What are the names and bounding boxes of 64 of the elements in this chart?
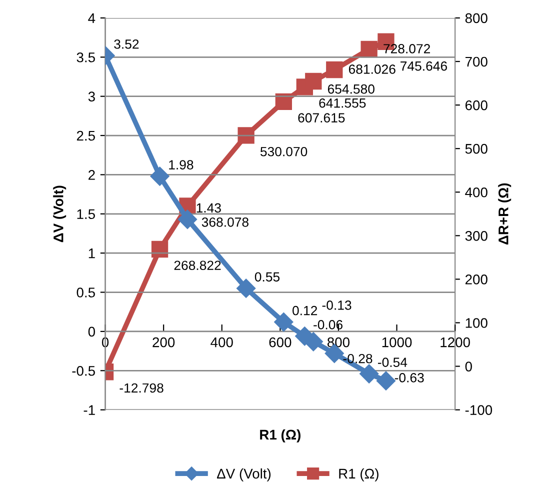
data-label: -0.06 <box>314 320 342 330</box>
point <box>305 72 322 90</box>
point <box>360 364 379 384</box>
data-label: 728.072 <box>384 44 430 54</box>
y-tick-label: 2.5 <box>76 130 95 141</box>
data-label: 530.070 <box>260 146 308 156</box>
legend-label: ΔV (Volt) <box>216 468 271 482</box>
x-tick-label: 400 <box>210 337 233 348</box>
y2-tick-label: 100 <box>466 318 488 328</box>
y-tick-label: 0 <box>88 326 96 337</box>
data-label: 641.555 <box>319 98 366 108</box>
point <box>150 166 170 186</box>
point <box>274 312 294 332</box>
point <box>275 93 292 110</box>
point <box>326 61 343 78</box>
data-label: 681.026 <box>348 64 396 74</box>
data-label: 607.615 <box>298 113 345 123</box>
y2-tick-label: 400 <box>465 187 488 198</box>
point <box>238 127 254 144</box>
point <box>236 278 256 298</box>
point <box>151 240 168 258</box>
data-label: -0.54 <box>378 358 408 367</box>
x-tick-label: 1000 <box>382 337 412 348</box>
y-tick-label: 0.5 <box>76 288 95 298</box>
x-tick-label: 600 <box>269 337 292 348</box>
x-axis-title: R1 (Ω) <box>260 429 300 442</box>
y2-axis-title: ΔR+R (Ω) <box>498 183 512 245</box>
y2-tick-label: 300 <box>465 230 488 241</box>
point <box>376 371 396 390</box>
y-tick-label: 3 <box>88 92 95 102</box>
y-tick-label: -0.5 <box>72 366 95 376</box>
data-label: 1.98 <box>169 160 194 170</box>
y-tick-label: 1.5 <box>77 209 95 220</box>
data-label: -0.13 <box>322 300 352 310</box>
data-label: -12.798 <box>120 383 164 393</box>
y2-tick-label: 800 <box>465 13 488 24</box>
y-tick-label: 4 <box>88 13 96 23</box>
y-tick-label: 2 <box>88 170 95 180</box>
y2-tick-label: 600 <box>465 100 488 110</box>
y-tick-label: 3.5 <box>76 52 95 62</box>
y-tick-label: 1 <box>88 248 95 258</box>
x-tick-label: 0 <box>102 337 109 348</box>
y2-tick-label: 500 <box>465 144 488 154</box>
x-tick-label: 1200 <box>440 337 470 348</box>
point <box>178 210 198 229</box>
y2-tick-label: -100 <box>465 405 492 415</box>
data-label: 0.12 <box>292 306 318 316</box>
y-axis-title: ΔV (Volt) <box>53 186 66 242</box>
y-tick-label: -1 <box>84 405 95 415</box>
legend-label: R1 (Ω) <box>339 468 378 482</box>
data-label: 745.646 <box>400 61 447 71</box>
data-label: 654.580 <box>328 84 374 94</box>
y2-tick-label: 200 <box>465 274 488 284</box>
data-label: 0.55 <box>254 272 280 282</box>
data-label: 368.078 <box>202 217 248 227</box>
y2-tick-label: 700 <box>466 56 488 67</box>
data-label: -0.63 <box>394 373 424 382</box>
data-label: 3.52 <box>114 39 139 49</box>
data-label: 1.43 <box>196 203 221 213</box>
data-label: 268.822 <box>174 260 221 270</box>
x-tick-label: 800 <box>327 337 350 348</box>
y2-tick-label: 0 <box>465 362 472 372</box>
point <box>360 40 378 58</box>
x-tick-label: 200 <box>152 337 175 348</box>
